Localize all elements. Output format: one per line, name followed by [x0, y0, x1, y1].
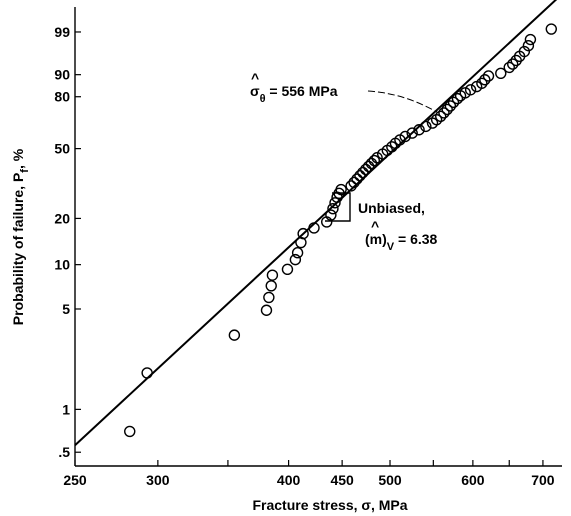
- data-point-23: [351, 173, 363, 185]
- data-point-20: [335, 183, 347, 196]
- data-point-7: [266, 269, 279, 281]
- data-point-39: [420, 120, 432, 133]
- x-tick-label-250: 250: [63, 472, 87, 488]
- data-point-37: [406, 127, 418, 139]
- x-axis-title: Fracture stress, σ, MPa: [252, 497, 407, 513]
- axes: [74, 7, 562, 467]
- x-tick-label-450: 450: [330, 472, 354, 488]
- data-point-27: [362, 160, 375, 173]
- y-tick-label-20: 20: [54, 210, 70, 226]
- data-point-43: [438, 107, 450, 119]
- data-points: [124, 23, 557, 438]
- data-point-21: [345, 180, 357, 192]
- data-point-12: [297, 227, 309, 240]
- data-point-33: [386, 141, 398, 153]
- data-point-13: [308, 222, 320, 234]
- data-point-3: [228, 329, 241, 341]
- data-point-17: [329, 197, 341, 209]
- data-point-52: [476, 77, 488, 89]
- data-point-60: [518, 45, 531, 58]
- data-point-26: [360, 163, 372, 176]
- data-point-50: [464, 84, 477, 96]
- slope-triangle: [325, 192, 351, 222]
- data-point-16: [327, 202, 339, 215]
- scale-parameter-hat: ^: [251, 70, 259, 86]
- data-point-1: [124, 425, 136, 438]
- x-axis-ticks: 250 300 400 450 500 600 700: [63, 460, 555, 488]
- scale-parameter-label: σθ = 556 MPa: [250, 83, 338, 105]
- y-tick-label-50: 50: [54, 141, 70, 157]
- modulus-annotation: Unbiased, (m)V = 6.38 ^: [325, 192, 438, 253]
- data-point-5: [263, 291, 275, 304]
- data-point-8: [281, 263, 294, 276]
- y-axis-title: Probability of failure, Pf, %: [10, 148, 31, 325]
- data-point-62: [524, 33, 537, 46]
- data-point-30: [371, 152, 383, 164]
- data-point-42: [435, 110, 447, 123]
- data-point-28: [365, 157, 378, 170]
- scale-parameter-annotation: σθ = 556 MPa ^: [250, 70, 438, 113]
- x-tick-label-700: 700: [531, 472, 555, 488]
- data-point-4: [260, 304, 273, 316]
- modulus-label-line2: (m)V = 6.38: [365, 231, 438, 253]
- data-point-49: [459, 87, 471, 99]
- data-point-61: [522, 39, 535, 52]
- data-point-38: [413, 124, 425, 136]
- y-tick-label-90: 90: [54, 67, 70, 83]
- data-point-57: [507, 58, 519, 70]
- data-point-63: [545, 23, 557, 35]
- fit-line: [74, 0, 558, 446]
- data-point-54: [482, 70, 495, 82]
- fit-line-group: [74, 0, 558, 446]
- data-point-29: [368, 154, 380, 167]
- data-point-46: [447, 96, 460, 109]
- data-point-25: [357, 166, 369, 179]
- modulus-label-line1: Unbiased,: [358, 200, 425, 216]
- data-point-22: [348, 176, 360, 189]
- modulus-hat: ^: [371, 218, 379, 234]
- data-point-45: [444, 100, 457, 112]
- data-point-10: [291, 247, 304, 259]
- y-axis-ticks: .5 1 5 10 20 50 80 90 99: [54, 24, 81, 460]
- data-point-56: [503, 61, 515, 74]
- data-point-53: [479, 74, 491, 86]
- scale-parameter-leader: [367, 90, 438, 113]
- y-tick-label-1: 1: [62, 401, 70, 417]
- data-point-15: [325, 209, 337, 221]
- data-point-2: [141, 367, 153, 379]
- data-point-9: [289, 253, 302, 266]
- x-tick-label-300: 300: [146, 472, 170, 488]
- data-point-36: [399, 130, 411, 143]
- data-point-6: [265, 280, 277, 292]
- data-point-55: [495, 67, 507, 80]
- data-point-47: [451, 92, 464, 105]
- data-point-44: [441, 103, 453, 116]
- x-tick-label-500: 500: [378, 472, 402, 488]
- x-tick-label-400: 400: [277, 472, 301, 488]
- data-point-24: [354, 170, 366, 182]
- y-tick-label-99: 99: [54, 24, 70, 40]
- y-tick-label-80: 80: [54, 89, 70, 105]
- x-tick-label-600: 600: [461, 472, 485, 488]
- y-tick-label-10: 10: [54, 257, 70, 273]
- y-tick-label-0.5: .5: [58, 444, 70, 460]
- y-tick-label-5: 5: [62, 301, 70, 317]
